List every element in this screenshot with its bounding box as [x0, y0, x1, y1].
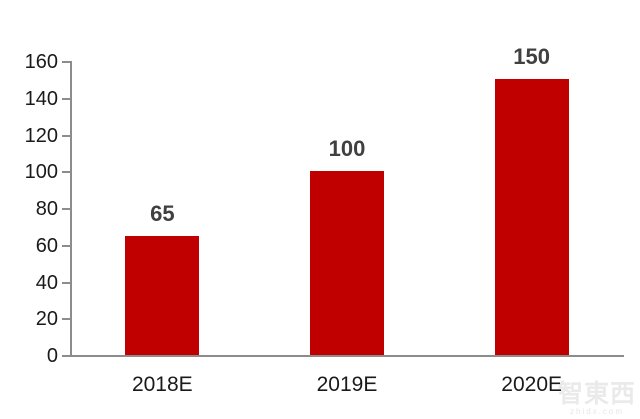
y-axis-tick	[62, 171, 70, 174]
bar	[125, 235, 200, 355]
y-axis-tick	[62, 355, 70, 357]
y-axis-label: 140	[24, 87, 58, 110]
y-axis-label: 40	[35, 271, 58, 294]
x-axis-category-label: 2019E	[316, 373, 378, 396]
y-axis-tick	[62, 281, 70, 284]
bar	[494, 79, 569, 355]
y-axis-label: 120	[24, 124, 58, 147]
watermark-subtext: zhidx.com	[569, 407, 624, 416]
bar-value-label: 100	[328, 136, 366, 162]
y-axis-tick	[62, 134, 70, 137]
y-axis-tick	[62, 61, 70, 63]
y-axis-label: 100	[24, 161, 58, 184]
x-axis-line	[70, 355, 624, 357]
bar-value-label: 150	[513, 44, 551, 70]
x-axis-category-label: 2018E	[131, 373, 193, 396]
x-axis-category-label: 2020E	[501, 373, 563, 396]
y-axis-tick	[62, 244, 70, 247]
y-axis-label: 160	[24, 51, 58, 73]
y-axis-label: 60	[35, 234, 58, 257]
y-axis-label: 80	[35, 198, 58, 220]
y-axis-tick	[62, 208, 70, 210]
y-axis-label: 20	[35, 308, 58, 331]
y-axis-line	[70, 61, 72, 357]
y-axis-tick	[62, 97, 70, 100]
bar-value-label: 65	[150, 200, 175, 226]
bar	[310, 171, 384, 355]
y-axis-tick	[62, 318, 70, 321]
y-axis-label: 0	[46, 345, 58, 367]
